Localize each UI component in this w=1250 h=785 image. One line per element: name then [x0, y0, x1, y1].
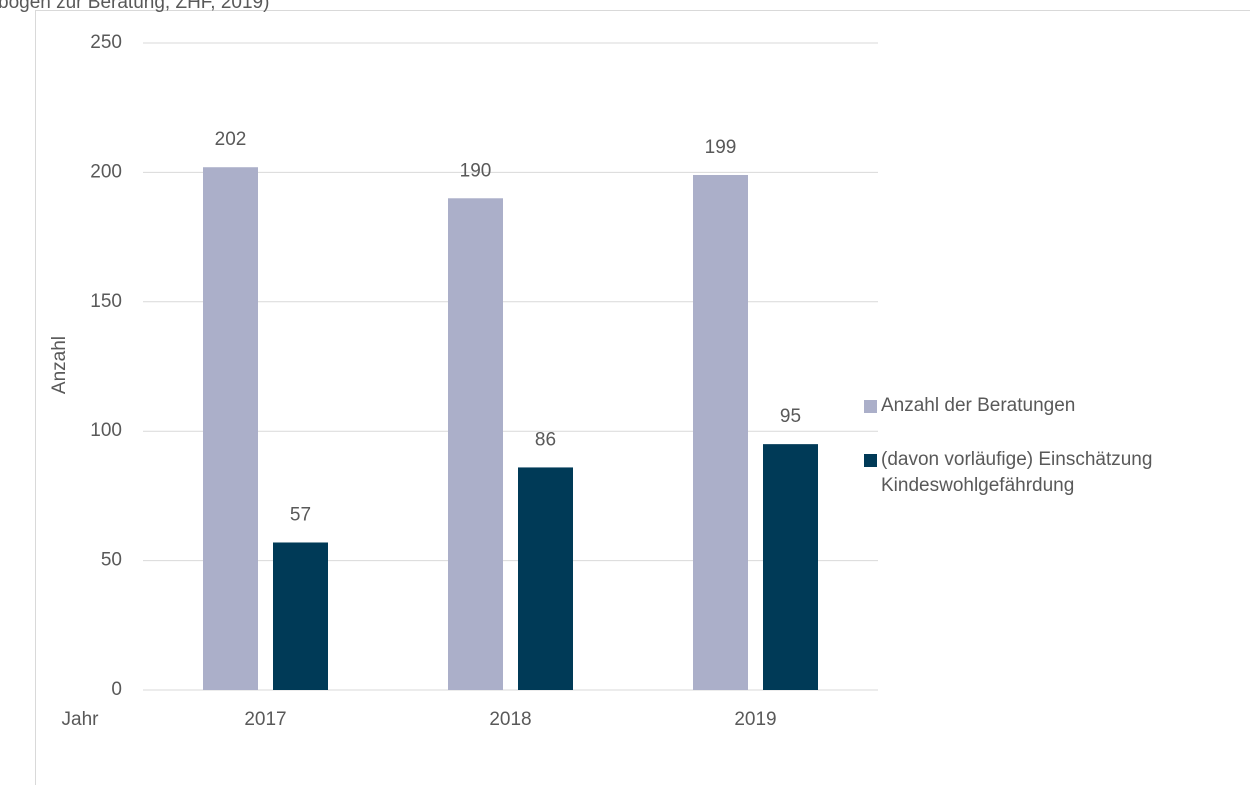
bar: [693, 174, 748, 690]
y-tick-label: 200: [90, 161, 122, 182]
bar: [448, 198, 503, 690]
legend-swatch: [864, 400, 877, 413]
legend-entry: Anzahl der Beratungen: [864, 393, 1224, 419]
legend-entry: (davon vorläufige) Einschätzung Kindeswo…: [864, 447, 1224, 499]
x-tick-label: 2019: [734, 709, 776, 730]
legend-label: (davon vorläufige) Einschätzung Kindeswo…: [881, 449, 1153, 496]
y-tick-label: 0: [111, 679, 122, 700]
data-label: 95: [780, 406, 801, 427]
chart-frame: [35, 10, 1250, 785]
y-tick-label: 250: [90, 32, 122, 53]
y-tick-label: 50: [101, 550, 122, 571]
legend-label: Anzahl der Beratungen: [881, 395, 1076, 416]
x-tick-label: 2018: [489, 709, 531, 730]
x-tick-label: 2017: [244, 709, 286, 730]
legend: Anzahl der Beratungen (davon vorläufige) …: [864, 393, 1224, 527]
data-label: 190: [460, 160, 492, 181]
legend-swatch: [864, 454, 877, 467]
caption: bogen zur Beratung, ZHF, 2019): [0, 0, 269, 13]
bar: [203, 167, 258, 690]
data-label: 57: [290, 504, 311, 525]
bar: [273, 542, 328, 690]
data-label: 199: [705, 137, 737, 158]
y-axis-label: Anzahl: [49, 336, 70, 394]
y-tick-label: 100: [90, 420, 122, 441]
x-axis-label: Jahr: [62, 709, 100, 730]
data-label: 202: [215, 129, 247, 150]
data-label: 86: [535, 429, 556, 450]
y-tick-label: 150: [90, 291, 122, 312]
bar: [518, 467, 573, 690]
bar: [763, 444, 818, 690]
